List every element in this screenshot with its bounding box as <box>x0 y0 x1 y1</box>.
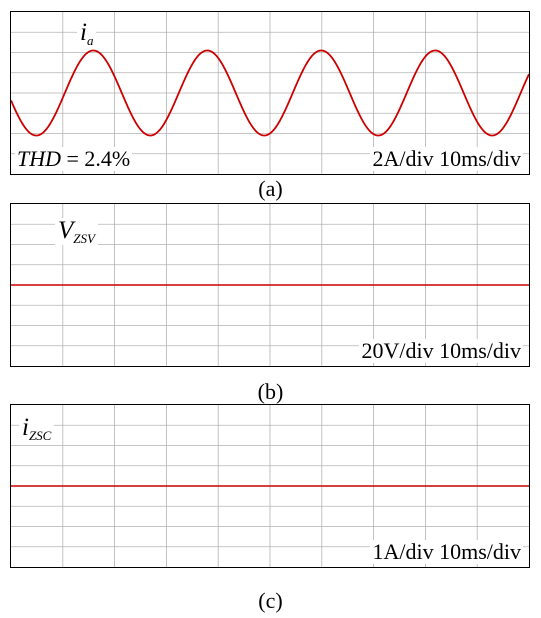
waveform-panel-a: ia THD = 2.4% 2A/div 10ms/div <box>10 11 530 175</box>
caption-c: (c) <box>258 588 283 613</box>
scale-label-c: 1A/div 10ms/div <box>370 538 523 564</box>
waveform-plot-a <box>11 12 529 174</box>
waveform-panel-c: iZSC 1A/div 10ms/div <box>10 404 530 568</box>
caption-b: (b) <box>257 379 284 404</box>
signal-label-a: ia <box>77 20 97 47</box>
signal-label-c: iZSC <box>19 415 55 442</box>
scale-label-a: 2A/div 10ms/div <box>370 145 523 171</box>
caption-a: (a) <box>258 176 283 201</box>
trace-ia <box>11 49 529 137</box>
scale-label-b: 20V/div 10ms/div <box>359 337 523 363</box>
waveform-panel-b: VZSV 20V/div 10ms/div <box>10 203 530 367</box>
signal-label-b: VZSV <box>55 218 98 245</box>
thd-label: THD = 2.4% <box>15 145 133 171</box>
